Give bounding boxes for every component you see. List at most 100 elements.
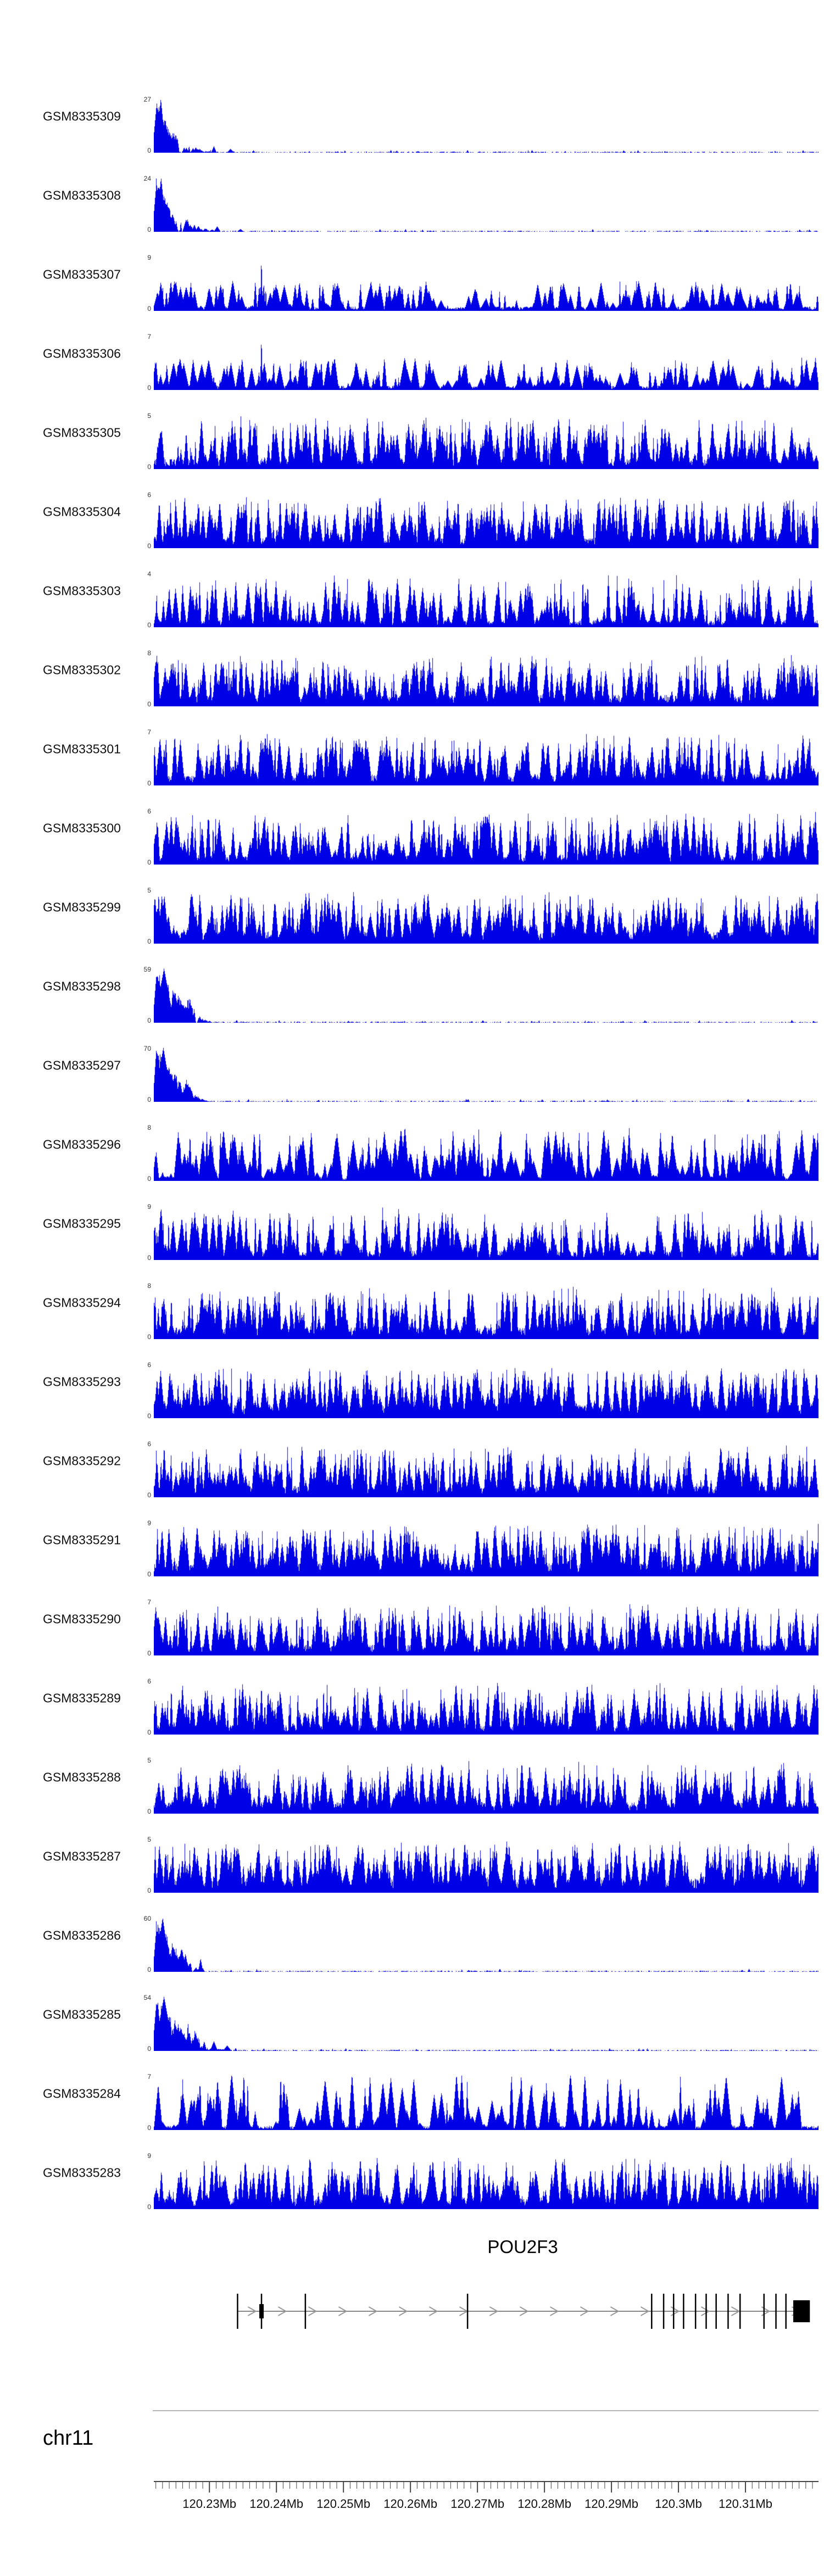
track-plot: 24 0 bbox=[144, 175, 819, 233]
coordinate-tick-label: 120.28Mb bbox=[517, 2497, 571, 2511]
y-axis-max-label: 59 bbox=[143, 966, 151, 973]
signal-coverage-canvas bbox=[154, 2155, 819, 2209]
track-row: GSM8335301 7 0 bbox=[0, 710, 824, 789]
track-row: GSM8335297 70 0 bbox=[0, 1026, 824, 1105]
signal-track-list: GSM8335309 27 0 GSM8335308 24 0 GSM8335307 9 0 GS… bbox=[0, 96, 824, 2212]
coordinate-tick-label: 120.23Mb bbox=[182, 2497, 236, 2511]
strand-arrow-icon bbox=[398, 2306, 408, 2316]
y-axis-max-label: 9 bbox=[147, 1203, 151, 1211]
y-axis-min-label: 0 bbox=[147, 1570, 151, 1578]
y-axis-max-label: 8 bbox=[147, 1124, 151, 1131]
y-axis-min-label: 0 bbox=[147, 1808, 151, 1815]
gene-annotation-track: POU2F3 bbox=[0, 2229, 824, 2366]
track-row: GSM8335283 9 0 bbox=[0, 2133, 824, 2212]
strand-arrow-icon bbox=[428, 2306, 438, 2316]
signal-coverage-canvas bbox=[154, 1759, 819, 1814]
track-row: GSM8335291 9 0 bbox=[0, 1501, 824, 1580]
signal-coverage-canvas bbox=[154, 731, 819, 785]
y-axis-min-label: 0 bbox=[147, 147, 151, 154]
strand-arrow-icon bbox=[519, 2306, 529, 2316]
track-row: GSM8335289 6 0 bbox=[0, 1659, 824, 1738]
track-row: GSM8335293 6 0 bbox=[0, 1342, 824, 1421]
y-axis-max-label: 8 bbox=[147, 1282, 151, 1290]
track-row: GSM8335290 7 0 bbox=[0, 1580, 824, 1659]
y-axis-min-label: 0 bbox=[147, 2045, 151, 2053]
y-axis-max-label: 5 bbox=[147, 1757, 151, 1764]
track-row: GSM8335304 6 0 bbox=[0, 472, 824, 551]
track-label: GSM8335309 bbox=[43, 109, 121, 124]
y-axis-max-label: 9 bbox=[147, 1519, 151, 1527]
strand-arrow-icon bbox=[308, 2306, 318, 2316]
y-axis-max-label: 54 bbox=[143, 1994, 151, 2001]
coordinate-tick-label: 120.31Mb bbox=[719, 2497, 772, 2511]
signal-coverage-canvas bbox=[154, 98, 819, 153]
track-row: GSM8335308 24 0 bbox=[0, 156, 824, 235]
y-axis-min-label: 0 bbox=[147, 1412, 151, 1420]
track-row: GSM8335286 60 0 bbox=[0, 1896, 824, 1975]
y-axis-min-label: 0 bbox=[147, 1096, 151, 1103]
y-axis-min-label: 0 bbox=[147, 858, 151, 866]
track-label: GSM8335289 bbox=[43, 1691, 121, 1705]
strand-arrow-icon bbox=[277, 2306, 287, 2316]
y-axis-min-label: 0 bbox=[147, 1491, 151, 1499]
track-label: GSM8335302 bbox=[43, 662, 121, 677]
track-row: GSM8335302 8 0 bbox=[0, 631, 824, 710]
y-axis-min-label: 0 bbox=[147, 542, 151, 550]
cds-exon-box bbox=[259, 2304, 264, 2318]
strand-arrow-icon bbox=[640, 2306, 650, 2316]
track-label: GSM8335303 bbox=[43, 583, 121, 598]
y-axis-min-label: 0 bbox=[147, 226, 151, 233]
y-axis-max-label: 7 bbox=[147, 2073, 151, 2081]
track-label: GSM8335298 bbox=[43, 979, 121, 994]
y-axis-min-label: 0 bbox=[147, 1966, 151, 1973]
y-axis-min-label: 0 bbox=[147, 305, 151, 313]
signal-coverage-canvas bbox=[154, 336, 819, 390]
coordinate-tick-label: 120.29Mb bbox=[584, 2497, 638, 2511]
y-axis-min-label: 0 bbox=[147, 1333, 151, 1341]
coordinate-tick-label: 120.3Mb bbox=[655, 2497, 702, 2511]
track-plot: 54 0 bbox=[144, 1994, 819, 2052]
y-axis-min-label: 0 bbox=[147, 384, 151, 392]
track-label: GSM8335293 bbox=[43, 1374, 121, 1389]
coordinate-tick-label: 120.25Mb bbox=[316, 2497, 370, 2511]
track-row: GSM8335298 59 0 bbox=[0, 947, 824, 1026]
y-axis-max-label: 6 bbox=[147, 1361, 151, 1369]
track-row: GSM8335306 7 0 bbox=[0, 314, 824, 393]
track-label: GSM8335296 bbox=[43, 1137, 121, 1152]
track-row: GSM8335288 5 0 bbox=[0, 1738, 824, 1817]
signal-coverage-canvas bbox=[154, 1127, 819, 1181]
y-axis-min-label: 0 bbox=[147, 779, 151, 787]
track-row: GSM8335296 8 0 bbox=[0, 1105, 824, 1184]
signal-coverage-canvas bbox=[154, 1680, 819, 1735]
signal-coverage-canvas bbox=[154, 889, 819, 944]
coordinate-tick-label: 120.24Mb bbox=[249, 2497, 303, 2511]
track-label: GSM8335295 bbox=[43, 1216, 121, 1231]
track-plot: 70 0 bbox=[144, 1045, 819, 1103]
signal-coverage-canvas bbox=[154, 1047, 819, 1102]
coordinate-tick-label: 120.26Mb bbox=[383, 2497, 437, 2511]
signal-coverage-canvas bbox=[154, 652, 819, 706]
gene-name-label: POU2F3 bbox=[487, 2237, 558, 2257]
y-axis-max-label: 6 bbox=[147, 1440, 151, 1448]
y-axis-max-label: 6 bbox=[147, 491, 151, 499]
signal-coverage-canvas bbox=[154, 1838, 819, 1893]
y-axis-max-label: 24 bbox=[143, 175, 151, 182]
y-axis-min-label: 0 bbox=[147, 1175, 151, 1183]
track-row: GSM8335305 5 0 bbox=[0, 393, 824, 472]
strand-arrow-icon bbox=[580, 2306, 589, 2316]
track-label: GSM8335297 bbox=[43, 1058, 121, 1073]
coordinate-tick-label: 120.27Mb bbox=[450, 2497, 504, 2511]
strand-arrow-icon bbox=[489, 2306, 499, 2316]
y-axis-min-label: 0 bbox=[147, 938, 151, 945]
